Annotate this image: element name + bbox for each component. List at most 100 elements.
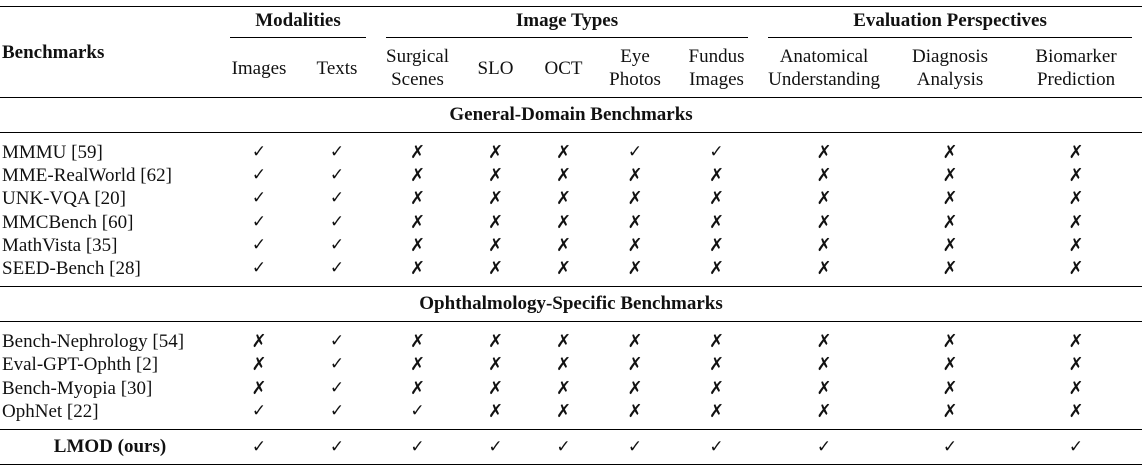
table-row-ours: LMOD (ours) ✓ ✓ ✓ ✓ ✓ ✓ ✓ ✓ ✓ ✓ [0, 428, 1143, 465]
benchmark-comparison-table: Benchmarks Modalities Image Types Evalua… [0, 6, 1143, 465]
cross-icon: ✗ [627, 234, 643, 256]
benchmark-name: Eval-GPT-Ophth [2] [2, 354, 159, 376]
check-icon: ✓ [1010, 428, 1143, 465]
cross-icon: ✗ [555, 331, 572, 353]
column-header: Fundus Images [675, 39, 758, 98]
cross-icon: ✗ [409, 165, 426, 187]
benchmark-name: LMOD (ours) [0, 428, 220, 465]
column-header: OCT [532, 39, 595, 98]
cross-icon: ✗ [487, 234, 504, 256]
cross-icon: ✗ [487, 331, 504, 353]
cross-icon: ✗ [487, 165, 504, 187]
cross-icon: ✗ [708, 211, 725, 233]
cross-icon: ✗ [942, 188, 958, 210]
cross-icon: ✗ [555, 354, 572, 376]
cross-icon: ✗ [487, 354, 504, 376]
table-row: SEED-Bench [28] ✓ ✓ ✗ ✗ ✗ ✗ ✗ ✗ ✗ ✗ [0, 257, 1142, 287]
check-icon: ✓ [532, 428, 595, 465]
cross-icon: ✗ [1068, 377, 1084, 399]
cross-icon: ✗ [942, 354, 958, 376]
cross-icon: ✗ [409, 377, 426, 399]
cross-icon: ✗ [487, 211, 504, 233]
cross-icon: ✗ [627, 400, 643, 422]
cross-icon: ✗ [627, 258, 643, 280]
table-row: UNK-VQA [20] ✓ ✓ ✗ ✗ ✗ ✗ ✗ ✗ ✗ ✗ [0, 187, 1142, 210]
column-header-row: Images Texts Surgical Scenes SLO OCT Eye Photos… [0, 39, 1142, 98]
check-icon: ✓ [251, 258, 267, 279]
cross-icon: ✗ [409, 258, 426, 280]
cross-icon: ✗ [555, 234, 572, 256]
table-row: MME-RealWorld [62] ✓ ✓ ✗ ✗ ✗ ✗ ✗ ✗ ✗ ✗ [0, 164, 1142, 187]
cross-icon: ✗ [409, 211, 426, 233]
cross-icon: ✗ [708, 258, 725, 280]
column-header-line: Images [689, 69, 744, 90]
table-row: Eval-GPT-Ophth [2] ✗ ✓ ✗ ✗ ✗ ✗ ✗ ✗ ✗ ✗ [0, 353, 1142, 376]
check-icon: ✓ [675, 428, 759, 465]
group-header-evaluation-perspectives: Evaluation Perspectives [758, 6, 1143, 39]
check-icon: ✓ [329, 258, 345, 279]
cross-icon: ✗ [555, 188, 572, 210]
check-icon: ✓ [251, 400, 267, 421]
column-header: Eye Photos [595, 39, 675, 98]
cross-icon: ✗ [816, 400, 832, 422]
cross-icon: ✗ [487, 258, 504, 280]
section-title: General-Domain Benchmarks [0, 97, 1143, 133]
column-header-line: OCT [544, 57, 583, 79]
benchmark-name: UNK-VQA [20] [2, 188, 127, 210]
cross-icon: ✗ [487, 400, 504, 422]
cross-icon: ✗ [708, 188, 725, 210]
cross-icon: ✗ [816, 258, 832, 280]
benchmark-name: MMCBench [60] [2, 211, 134, 233]
column-header-line: Photos [609, 69, 661, 90]
cross-icon: ✗ [555, 165, 572, 187]
column-header-line: Eye [620, 46, 650, 67]
column-header-line: Scenes [391, 69, 444, 90]
cross-icon: ✗ [627, 354, 643, 376]
cross-icon: ✗ [942, 234, 958, 256]
check-icon: ✓ [329, 165, 345, 186]
cross-icon: ✗ [708, 165, 725, 187]
cross-icon: ✗ [409, 331, 426, 353]
cross-icon: ✗ [942, 331, 958, 353]
cross-icon: ✗ [1068, 331, 1084, 353]
check-icon: ✓ [329, 211, 345, 232]
column-header-line: Texts [316, 57, 358, 79]
group-header-modalities: Modalities [220, 6, 376, 39]
check-icon: ✓ [459, 428, 532, 465]
cross-icon: ✗ [409, 188, 426, 210]
table-row: OphNet [22] ✓ ✓ ✓ ✗ ✗ ✗ ✗ ✗ ✗ ✗ [0, 400, 1142, 430]
cross-icon: ✗ [816, 188, 832, 210]
column-header-line: Images [231, 57, 287, 79]
cross-icon: ✗ [816, 234, 832, 256]
cross-icon: ✗ [816, 331, 832, 353]
cross-icon: ✗ [251, 377, 267, 399]
cross-icon: ✗ [708, 377, 725, 399]
check-icon: ✓ [758, 428, 891, 465]
cross-icon: ✗ [409, 142, 426, 164]
cross-icon: ✗ [1068, 258, 1084, 280]
check-icon: ✓ [410, 400, 425, 421]
check-icon: ✓ [220, 428, 298, 465]
column-header: Diagnosis Analysis [890, 39, 1010, 98]
cross-icon: ✗ [1068, 142, 1084, 164]
cross-icon: ✗ [1068, 188, 1084, 210]
cross-icon: ✗ [816, 354, 832, 376]
column-header-line: Analysis [916, 69, 984, 90]
cross-icon: ✗ [816, 377, 832, 399]
benchmark-name: OphNet [22] [2, 400, 99, 422]
column-header: Anatomical Understanding [758, 39, 890, 98]
cross-icon: ✗ [487, 377, 504, 399]
check-icon: ✓ [329, 188, 345, 209]
table-row: MMMU [59] ✓ ✓ ✗ ✗ ✗ ✓ ✓ ✗ ✗ ✗ [0, 133, 1142, 165]
cross-icon: ✗ [816, 165, 832, 187]
check-icon: ✓ [251, 211, 267, 232]
cross-icon: ✗ [708, 331, 725, 353]
cross-icon: ✗ [627, 377, 643, 399]
cross-icon: ✗ [409, 234, 426, 256]
cross-icon: ✗ [555, 400, 572, 422]
benchmarks-header: Benchmarks [0, 6, 220, 98]
cross-icon: ✗ [708, 354, 725, 376]
cross-icon: ✗ [555, 377, 572, 399]
benchmark-name: Bench-Myopia [30] [2, 377, 153, 399]
column-header-line: SLO [477, 57, 514, 79]
